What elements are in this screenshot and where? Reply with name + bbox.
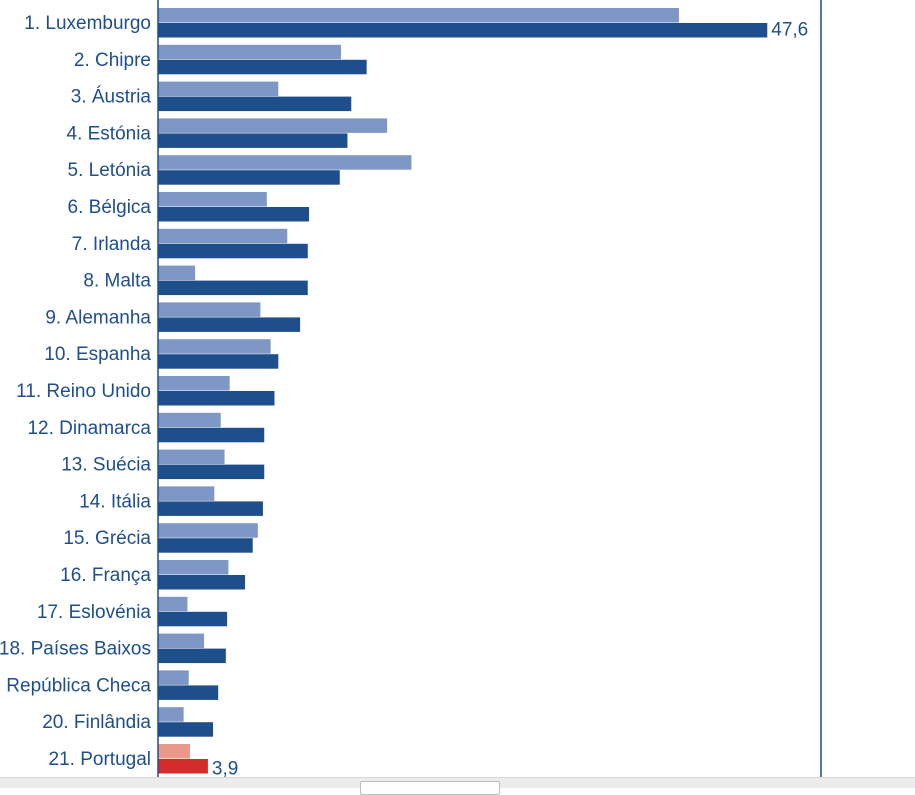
category-label-20-finl-ndia: 20. Finlândia [42,712,151,733]
bar-6-b-lgica-series-2 [158,207,310,222]
category-label-rep-blica-checa: República Checa [6,675,151,696]
bar-16-fran-a-series-1 [158,560,229,575]
bar-12-dinamarca-series-1 [158,412,221,428]
bar-11-reino-unido-series-1 [158,376,230,391]
bar-21-portugal-series-2 [158,759,208,774]
data-label-1: 47,6 [771,19,808,40]
bar-chart: 1. Luxemburgo 2. Chipre 3. Áustria 4. Estón… [0,0,822,778]
category-label-4-est-nia: 4. Estónia [67,123,152,144]
bar-20-finl-ndia-series-2 [158,722,214,737]
bar-2-chipre-series-1 [158,44,342,60]
bar-7-irlanda-series-1 [158,228,288,244]
category-label-15-gr-cia: 15. Grécia [63,528,151,549]
bar-18-pa-ses-baixos-series-2 [158,648,226,664]
category-label-18-pa-ses-baixos: 18. Países Baixos [0,639,151,660]
bar-15-gr-cia-series-2 [158,538,253,553]
category-label-14-it-lia: 14. Itália [79,491,151,512]
bottom-toolbar [0,777,915,795]
category-label-21-portugal: 21. Portugal [49,749,151,770]
bar-14-it-lia-series-2 [158,501,263,516]
bar-9-alemanha-series-1 [158,302,261,317]
bar-5-let-nia-series-1 [158,155,412,170]
bar-21-portugal-series-1 [158,744,190,759]
bar-rep-blica-checa-series-1 [158,670,189,685]
bar-6-b-lgica-series-1 [158,192,267,207]
bar-3-ustria-series-1 [158,81,279,97]
category-label-16-fran-a: 16. França [60,565,151,586]
category-labels-group: 1. Luxemburgo 2. Chipre 3. Áustria 4. Estón… [0,13,151,770]
bar-1-luxemburgo-series-1 [158,8,679,23]
bottom-input-field[interactable] [360,781,500,795]
category-label-13-su-cia: 13. Suécia [61,455,151,476]
category-label-17-eslov-nia: 17. Eslovénia [37,602,152,623]
bar-8-malta-series-1 [158,265,196,281]
bar-11-reino-unido-series-2 [158,391,275,406]
category-label-11-reino-unido: 11. Reino Unido [16,381,151,402]
bar-4-est-nia-series-2 [158,133,348,148]
category-label-2-chipre: 2. Chipre [74,50,151,71]
category-label-12-dinamarca: 12. Dinamarca [27,418,151,439]
bar-10-espanha-series-2 [158,354,279,369]
bar-3-ustria-series-2 [158,96,352,112]
bar-7-irlanda-series-2 [158,243,308,259]
bar-2-chipre-series-2 [158,59,367,75]
bar-17-eslov-nia-series-2 [158,611,228,627]
bar-1-luxemburgo-series-2 [158,23,768,38]
bar-18-pa-ses-baixos-series-1 [158,633,205,649]
data-labels-group: 47,6 3,9 [212,19,808,778]
bars-group [158,8,768,774]
data-label-2: 3,9 [212,758,238,778]
bar-14-it-lia-series-1 [158,486,215,501]
bar-10-espanha-series-1 [158,339,271,354]
category-label-3-ustria: 3. Áustria [71,87,152,108]
bar-12-dinamarca-series-2 [158,427,265,443]
bar-13-su-cia-series-2 [158,464,265,480]
category-label-9-alemanha: 9. Alemanha [45,307,151,328]
bar-rep-blica-checa-series-2 [158,685,219,700]
category-label-1-luxemburgo: 1. Luxemburgo [24,13,151,34]
category-label-6-b-lgica: 6. Bélgica [68,197,152,218]
bar-4-est-nia-series-1 [158,118,388,133]
bar-15-gr-cia-series-1 [158,523,258,538]
category-label-5-let-nia: 5. Letónia [68,160,152,181]
bar-17-eslov-nia-series-1 [158,596,188,612]
bar-9-alemanha-series-2 [158,317,301,332]
bar-16-fran-a-series-2 [158,575,246,590]
bar-13-su-cia-series-1 [158,449,225,465]
category-label-8-malta: 8. Malta [83,271,151,292]
bar-8-malta-series-2 [158,280,308,296]
category-label-10-espanha: 10. Espanha [44,344,151,365]
bar-5-let-nia-series-2 [158,170,340,185]
category-label-7-irlanda: 7. Irlanda [72,234,152,255]
bar-20-finl-ndia-series-1 [158,707,184,722]
